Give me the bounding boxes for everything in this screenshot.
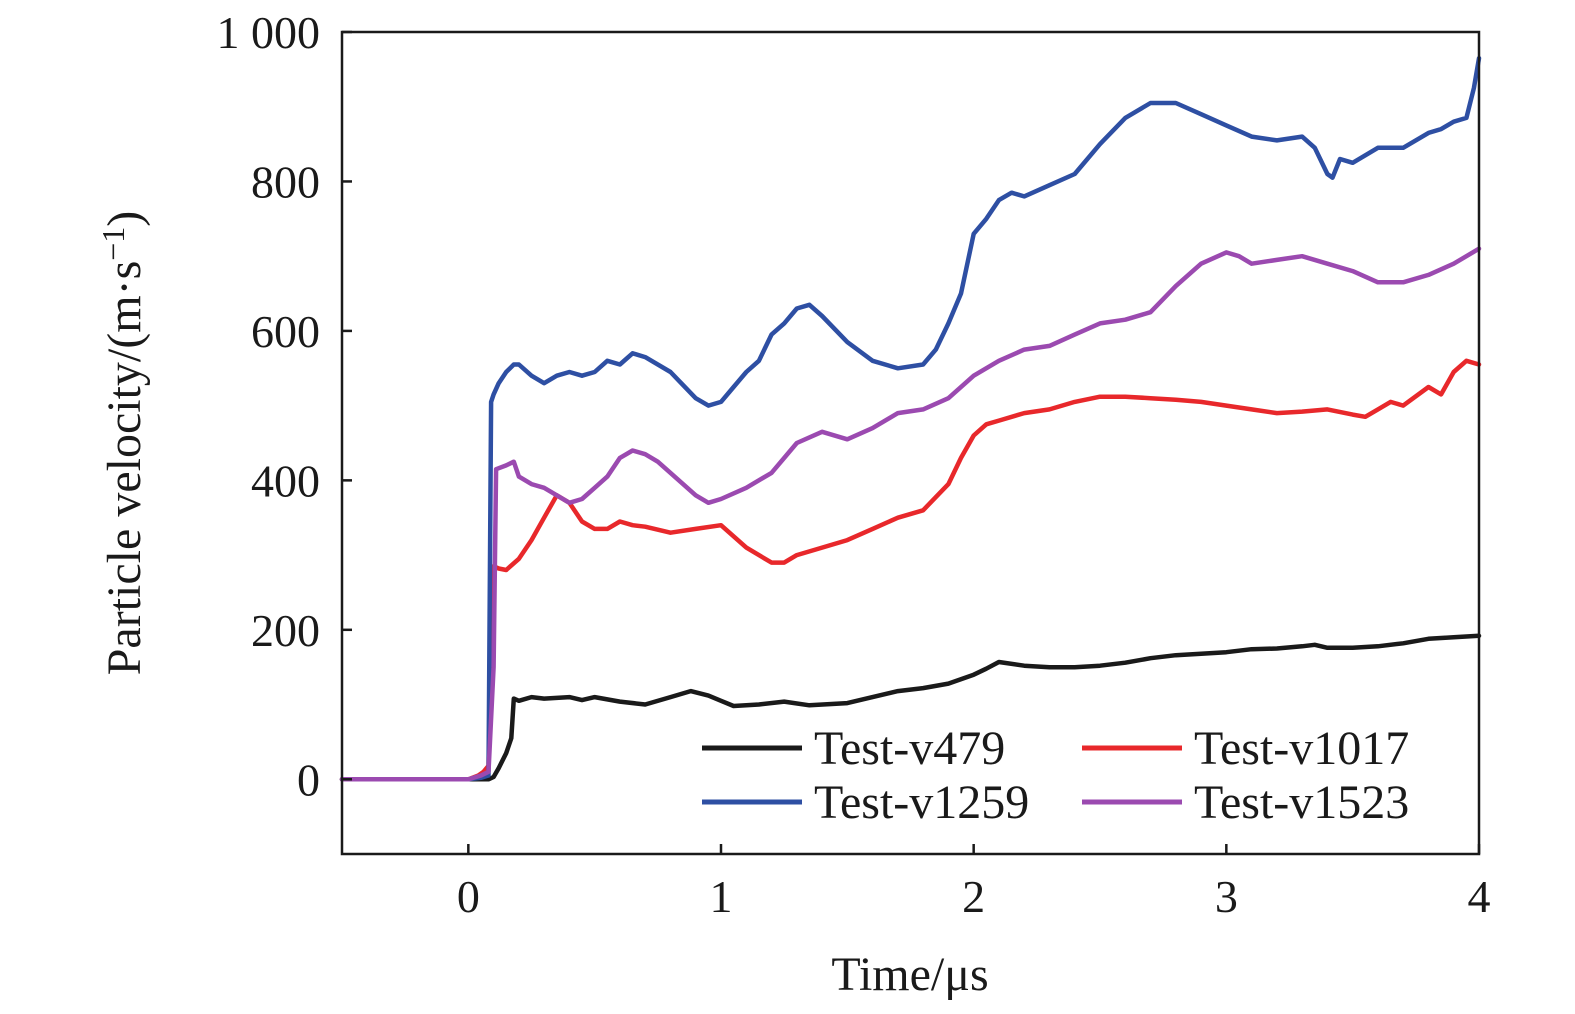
series-layer: [339, 55, 1482, 782]
legend-label: Test-v1259: [814, 776, 1029, 829]
y-tick-label: 200: [251, 605, 320, 656]
series-line: [339, 633, 1482, 782]
legend-label: Test-v1017: [1194, 722, 1409, 775]
y-axis-title-main: Particle velocity/(m·s: [98, 261, 151, 676]
plot-frame: [340, 30, 1481, 856]
x-tick-label: 3: [1215, 871, 1238, 922]
x-axis-title: Time/μs: [831, 948, 988, 1001]
x-tick-label: 1: [710, 871, 733, 922]
y-tick-label: 0: [297, 754, 320, 805]
series-line: [339, 358, 1482, 782]
legend: Test-v479 Test-v1017 Test-v1259 Test-v1523: [702, 722, 1409, 829]
legend-label: Test-v1523: [1194, 776, 1409, 829]
y-axis-title-superscript: −1: [95, 227, 131, 261]
y-tick-label: 600: [251, 306, 320, 357]
x-tick-label: 2: [962, 871, 985, 922]
x-tick-label: 4: [1468, 871, 1491, 922]
x-tick-label: 0: [457, 871, 480, 922]
ticks-layer: 0 1 2 3 4 0 200 400 600 800 1 000: [217, 7, 1491, 922]
y-axis-title: Particle velocity/(m·s−1): [95, 211, 151, 676]
y-tick-label: 400: [251, 455, 320, 506]
y-tick-label: 800: [251, 156, 320, 207]
y-axis-title-close: ): [98, 211, 151, 227]
y-tick-label: 1 000: [217, 7, 321, 58]
legend-label: Test-v479: [814, 722, 1005, 775]
series-line: [339, 246, 1482, 782]
series-line: [339, 55, 1482, 782]
